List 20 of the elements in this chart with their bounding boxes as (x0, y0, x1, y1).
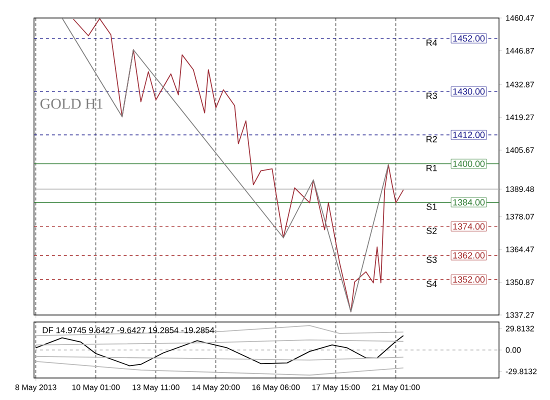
ref-line-label: 1362.00 (453, 252, 485, 259)
chart-title: DF 14.9745 9.6427 -9.6427 19.2854 -19.2854 (42, 327, 214, 334)
ref-line-label: 1352.00 (453, 276, 485, 283)
ref-line-label: 1452.00 (453, 35, 485, 42)
ref-line-label: 1412.00 (453, 132, 485, 138)
text: GOLD H1 (40, 98, 102, 109)
ref-line-label: 1374.00 (453, 223, 485, 230)
ref-line-label: 1384.00 (453, 199, 485, 206)
annotation: R2 (426, 136, 437, 142)
annotation: S1 (426, 204, 437, 210)
ref-line-label: 1400.00 (453, 160, 485, 167)
annotation: R4 (426, 40, 438, 46)
annotation: S4 (426, 280, 437, 288)
annotation: S2 (426, 228, 437, 234)
line-series (35, 361, 404, 376)
ref-line-label: 1430.00 (453, 88, 485, 95)
line-series (35, 325, 404, 336)
annotation: R3 (426, 92, 437, 99)
annotation: R1 (426, 164, 437, 172)
annotation: S3 (426, 256, 437, 263)
